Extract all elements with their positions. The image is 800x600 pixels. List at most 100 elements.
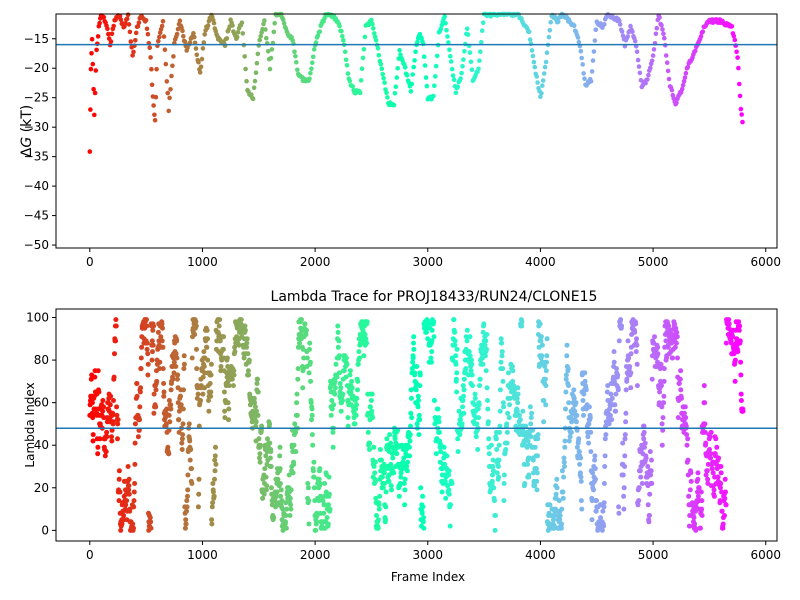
- lambda-point: [446, 491, 452, 497]
- lambda-point: [634, 336, 639, 342]
- lambda-point: [563, 372, 569, 378]
- lambda-point: [613, 391, 619, 397]
- lambda-point: [335, 344, 341, 350]
- lambda-point: [711, 493, 717, 499]
- lambda-point: [244, 336, 250, 342]
- lambda-point: [693, 504, 699, 510]
- lambda-point: [525, 438, 531, 444]
- delta-g-point: [619, 29, 625, 34]
- delta-g-point: [576, 39, 582, 45]
- delta-g-point: [157, 34, 162, 40]
- delta-g-point: [628, 23, 633, 29]
- lambda-point: [185, 487, 191, 493]
- lambda-point: [543, 368, 549, 374]
- lambda-point: [206, 408, 212, 414]
- lambda-point: [688, 470, 694, 476]
- lambda-point: [436, 415, 442, 421]
- lambda-point: [720, 521, 726, 527]
- delta-g-y-axis-label: ΔG (kT): [19, 105, 35, 157]
- lambda-point: [116, 498, 122, 504]
- lambda-point: [663, 338, 669, 344]
- lambda-point: [362, 332, 368, 337]
- lambda-point: [633, 321, 639, 327]
- lambda-point: [579, 506, 585, 512]
- lambda-point: [294, 412, 300, 418]
- lambda-point: [426, 321, 432, 327]
- delta-g-point: [148, 55, 153, 60]
- lambda-point: [420, 519, 426, 525]
- lambda-point: [196, 423, 202, 429]
- lambda-point: [311, 459, 317, 465]
- lambda-point: [137, 404, 143, 410]
- lambda-point: [348, 389, 354, 395]
- lambda-point: [104, 429, 110, 435]
- lambda-point: [660, 415, 666, 421]
- x-tick-label: 4000: [525, 548, 556, 562]
- lambda-point: [716, 455, 722, 461]
- x-tick-label: 1000: [187, 255, 218, 269]
- lambda-point: [525, 461, 530, 467]
- delta-g-point: [317, 29, 323, 34]
- lambda-point: [649, 457, 654, 463]
- lambda-point: [454, 370, 460, 376]
- delta-g-point: [127, 29, 133, 35]
- delta-g-point: [192, 34, 197, 40]
- delta-g-point: [167, 95, 172, 101]
- lambda-point: [431, 319, 437, 325]
- lambda-point: [710, 470, 716, 476]
- lambda-point: [211, 493, 217, 499]
- delta-g-point: [280, 17, 286, 22]
- lambda-point: [647, 449, 653, 455]
- lambda-point: [287, 513, 293, 518]
- lambda-point: [563, 406, 568, 412]
- lambda-point: [367, 447, 372, 452]
- lambda-point: [544, 353, 550, 359]
- lambda-point: [189, 355, 195, 361]
- lambda-point: [419, 510, 425, 516]
- lambda-point: [380, 485, 386, 491]
- delta-g-point: [740, 119, 745, 125]
- lambda-point: [526, 455, 532, 461]
- lambda-point: [474, 421, 480, 427]
- lambda-point: [514, 395, 520, 401]
- lambda-point: [626, 355, 632, 361]
- lambda-point: [565, 366, 571, 372]
- delta-g-point: [548, 19, 553, 25]
- lambda-point: [490, 468, 496, 474]
- lambda-point: [175, 372, 181, 378]
- lambda-point: [637, 468, 643, 474]
- delta-g-point: [187, 40, 193, 45]
- lambda-point: [335, 323, 341, 329]
- lambda-point: [377, 493, 383, 499]
- lambda-point: [535, 436, 541, 442]
- lambda-point: [611, 359, 617, 365]
- lambda-point: [641, 429, 647, 435]
- lambda-point: [708, 429, 714, 435]
- lambda-point: [369, 408, 375, 414]
- lambda-point: [96, 389, 102, 395]
- lambda-point: [309, 406, 315, 412]
- lambda-point: [126, 476, 132, 482]
- lambda-point: [345, 423, 351, 429]
- lambda-point: [592, 457, 598, 463]
- delta-g-point: [272, 20, 278, 26]
- lambda-point: [221, 389, 227, 395]
- lambda-point: [581, 412, 586, 418]
- lambda-point: [213, 444, 218, 450]
- lambda-point: [159, 321, 165, 327]
- lambda-point: [493, 436, 499, 442]
- lambda-point: [274, 489, 280, 495]
- lambda-point: [451, 317, 457, 323]
- delta-g-point: [252, 78, 258, 84]
- lambda-point: [464, 338, 470, 344]
- delta-g-point: [469, 67, 475, 72]
- lambda-point: [433, 451, 439, 457]
- lambda-point: [647, 513, 652, 518]
- lambda-point: [294, 400, 300, 406]
- lambda-point: [695, 476, 701, 482]
- delta-g-point: [235, 30, 241, 35]
- delta-g-point: [681, 78, 687, 84]
- delta-g-point: [648, 65, 653, 71]
- lambda-point: [435, 406, 441, 412]
- lambda-point: [309, 412, 315, 418]
